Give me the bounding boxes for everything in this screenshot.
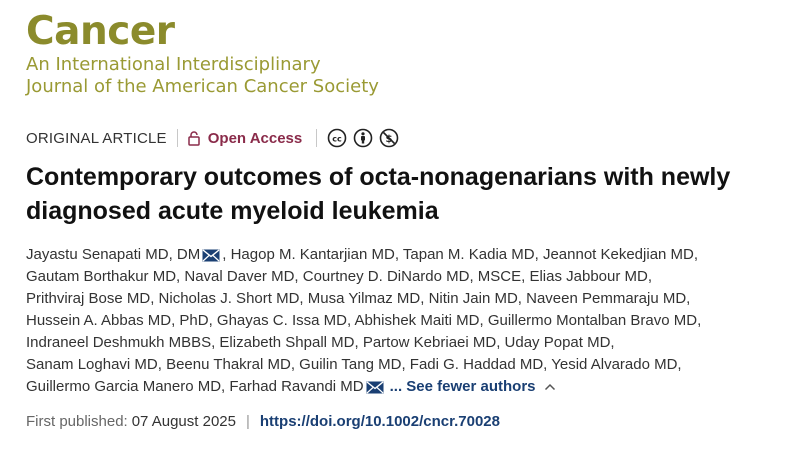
svg-text:cc: cc	[333, 135, 343, 144]
author-names[interactable]: , Hagop M. Kantarjian MD, Tapan M. Kadia…	[222, 246, 699, 263]
author-line: Guillermo Garcia Manero MD, Farhad Ravan…	[26, 376, 766, 398]
author-line: Gautam Borthakur MD, Naval Daver MD, Cou…	[26, 266, 766, 288]
divider	[316, 129, 318, 147]
article-title-line-1: Contemporary outcomes of octa-nonagenari…	[26, 163, 731, 191]
journal-header[interactable]: Cancer An International Interdisciplinar…	[26, 10, 379, 98]
journal-subtitle-1: An International Interdisciplinary	[26, 54, 321, 75]
journal-name: Cancer	[26, 9, 175, 54]
publication-info: First published: 07 August 2025 | https:…	[26, 413, 500, 430]
author-names[interactable]: Indraneel Deshmukh MBBS, Elizabeth Shpal…	[26, 334, 615, 351]
author-line: Indraneel Deshmukh MBBS, Elizabeth Shpal…	[26, 332, 766, 354]
article-meta: ORIGINAL ARTICLE Open Access cc $	[26, 127, 399, 149]
by-icon[interactable]	[353, 128, 373, 148]
lock-icon	[188, 130, 200, 146]
divider: |	[245, 413, 250, 430]
open-access-badge[interactable]: Open Access	[188, 129, 303, 147]
author-names[interactable]: Gautam Borthakur MD, Naval Daver MD, Cou…	[26, 268, 653, 285]
author-name[interactable]: Jayastu Senapati MD, DM	[26, 246, 201, 263]
author-names[interactable]: Guillermo Garcia Manero MD, Farhad Ravan…	[26, 378, 364, 395]
svg-text:$: $	[386, 134, 393, 145]
article-title: Contemporary outcomes of octa-nonagenari…	[26, 160, 766, 228]
license-icons[interactable]: cc $	[327, 128, 399, 148]
author-list: Jayastu Senapati MD, DM , Hagop M. Kanta…	[26, 244, 766, 398]
nc-icon[interactable]: $	[379, 128, 399, 148]
open-access-label: Open Access	[207, 129, 303, 147]
author-line: Jayastu Senapati MD, DM , Hagop M. Kanta…	[26, 244, 766, 266]
see-fewer-label: ... See fewer authors	[389, 378, 536, 395]
mail-icon[interactable]	[202, 248, 220, 262]
article-type: ORIGINAL ARTICLE	[26, 129, 167, 147]
see-fewer-authors-link[interactable]: ... See fewer authors	[390, 376, 556, 398]
divider	[176, 129, 178, 147]
article-title-line-2: diagnosed acute myeloid leukemia	[26, 197, 439, 225]
author-line: Prithviraj Bose MD, Nicholas J. Short MD…	[26, 288, 766, 310]
chevron-up-icon	[544, 383, 555, 391]
author-line: Sanam Loghavi MD, Beenu Thakral MD, Guil…	[26, 354, 766, 376]
author-names[interactable]: Hussein A. Abbas MD, PhD, Ghayas C. Issa…	[26, 312, 702, 329]
cc-icon[interactable]: cc	[327, 128, 347, 148]
author-names[interactable]: Sanam Loghavi MD, Beenu Thakral MD, Guil…	[26, 356, 682, 373]
author-line: Hussein A. Abbas MD, PhD, Ghayas C. Issa…	[26, 310, 766, 332]
first-published-date: 07 August 2025	[131, 413, 236, 430]
first-published-label: First published:	[26, 413, 128, 430]
author-names[interactable]: Prithviraj Bose MD, Nicholas J. Short MD…	[26, 290, 691, 307]
doi-link[interactable]: https://doi.org/10.1002/cncr.70028	[259, 413, 500, 430]
journal-subtitle-2: Journal of the American Cancer Society	[26, 76, 379, 97]
mail-icon[interactable]	[366, 380, 384, 394]
